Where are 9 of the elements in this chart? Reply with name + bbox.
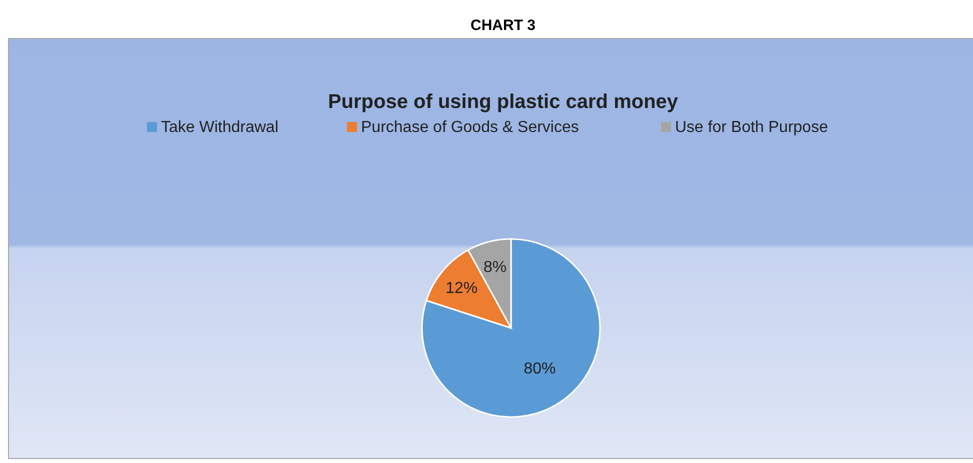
data-label: 80% bbox=[524, 360, 556, 378]
pie-slice bbox=[421, 238, 601, 418]
legend-label: Take Withdrawal bbox=[161, 119, 278, 136]
data-label: 8% bbox=[484, 258, 507, 276]
chart-title: Purpose of using plastic card money bbox=[328, 91, 679, 113]
legend-label: Purchase of Goods & Services bbox=[361, 119, 579, 136]
legend-label: Use for Both Purpose bbox=[675, 119, 828, 136]
data-label: 12% bbox=[446, 280, 478, 298]
caption: CHART 3 bbox=[470, 17, 536, 34]
